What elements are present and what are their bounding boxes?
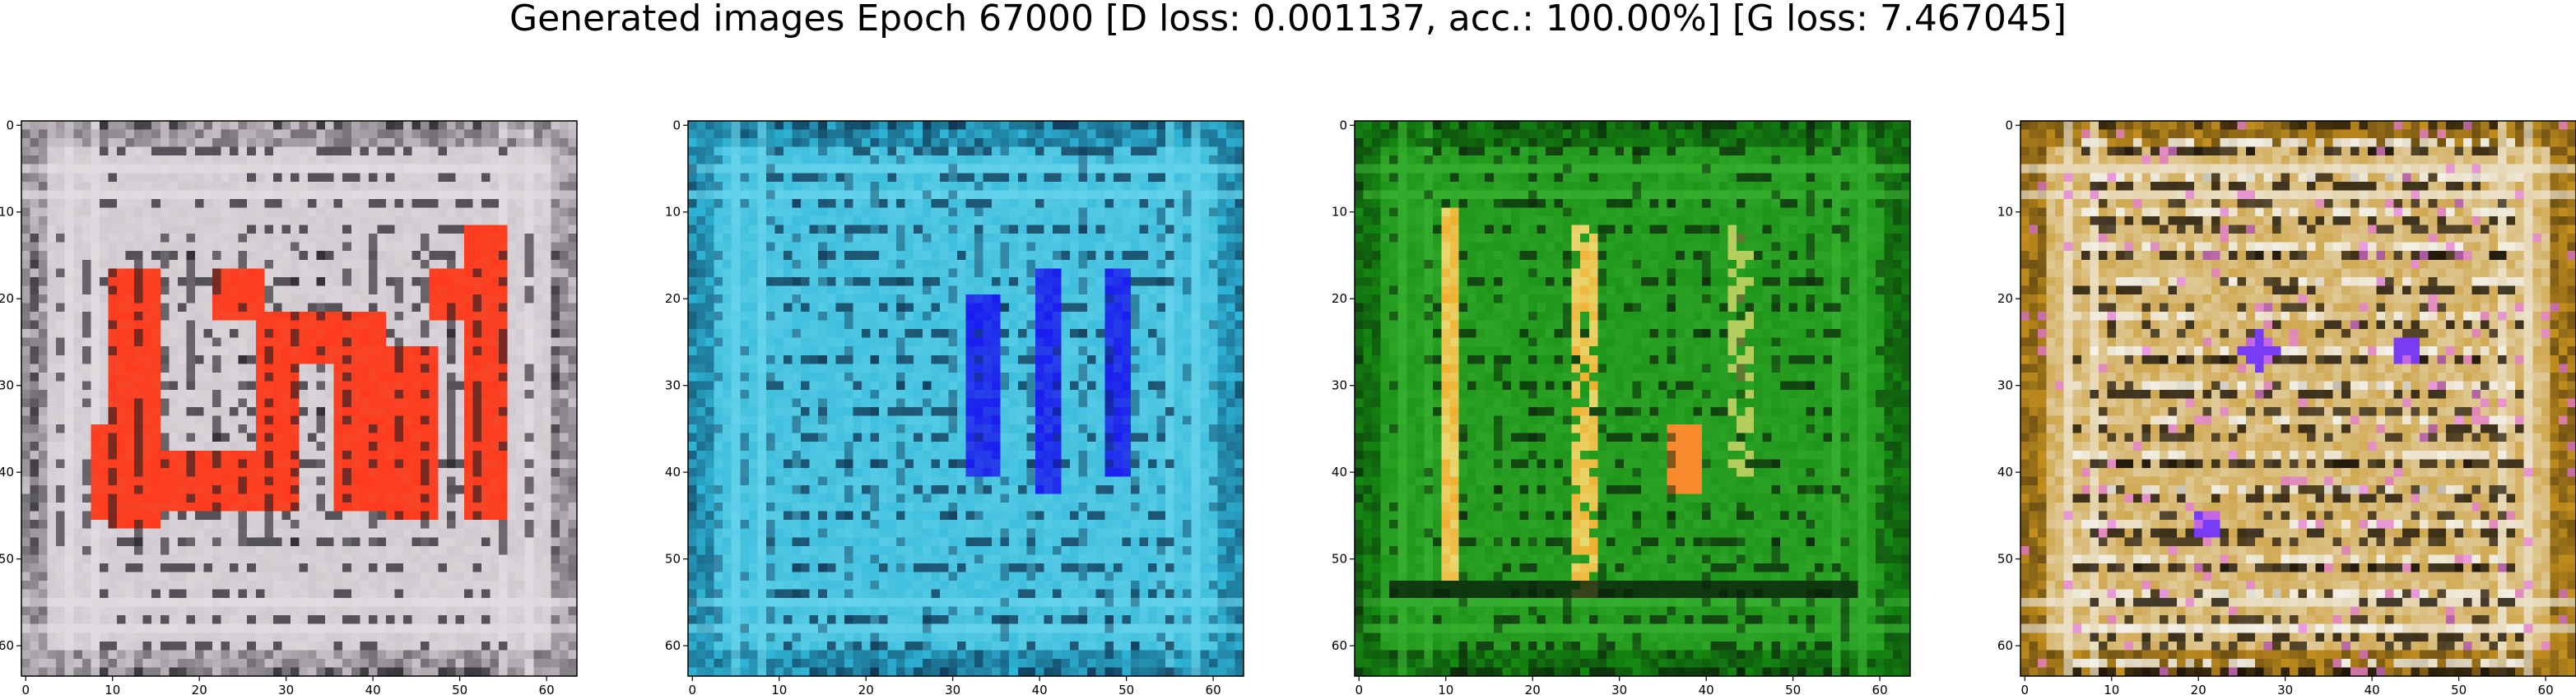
x-tick-label: 30	[1611, 683, 1627, 695]
x-tick-label: 40	[1699, 683, 1714, 695]
y-tick-label: 10	[665, 205, 681, 220]
y-tick-label: 0	[2005, 118, 2013, 132]
y-tick-label: 30	[0, 378, 14, 393]
y-tick-label: 10	[1332, 205, 1347, 220]
y-tick-label: 30	[665, 378, 681, 393]
x-tick-label: 60	[539, 683, 555, 695]
y-tick-label: 20	[665, 291, 681, 306]
y-tick-label: 50	[0, 552, 14, 567]
x-tick-label: 60	[1872, 683, 1888, 695]
subplot-2: 0 10 20 30 40 50 60 0 10 20 30 40 50 60	[665, 118, 1244, 695]
generated-image	[2020, 121, 2576, 676]
y-tick-label: 60	[1332, 638, 1347, 653]
y-tick-label: 20	[1997, 291, 2013, 306]
x-tick-label: 10	[1438, 683, 1453, 695]
y-tick-label: 40	[665, 465, 681, 480]
axes: 0 10 20 30 40 50 60 0 10 20 30 40 50 60	[0, 118, 578, 695]
figure-title: Generated images Epoch 67000 [D loss: 0.…	[509, 0, 2067, 39]
y-tick-label: 60	[0, 638, 14, 653]
x-tick-label: 30	[945, 683, 960, 695]
y-tick-label: 30	[1332, 378, 1347, 393]
x-tick-label: 20	[1525, 683, 1541, 695]
y-tick-label: 10	[0, 205, 14, 220]
x-tick-label: 20	[2191, 683, 2206, 695]
x-tick-label: 0	[2021, 683, 2030, 695]
y-tick-label: 50	[1332, 552, 1347, 567]
axes: 0 10 20 30 40 50 60 0 10 20 30 40 50 60	[1997, 118, 2576, 695]
subplot-4: 0 10 20 30 40 50 60 0 10 20 30 40 50 60	[1997, 118, 2576, 695]
axes-frame	[2020, 120, 2576, 677]
x-tick-label: 30	[278, 683, 294, 695]
y-tick-label: 10	[1997, 205, 2013, 220]
x-tick-label: 40	[2364, 683, 2380, 695]
axes-frame	[687, 120, 1244, 677]
x-tick-label: 0	[22, 683, 30, 695]
y-tick-label: 0	[672, 118, 681, 132]
x-tick-label: 50	[1118, 683, 1134, 695]
axes-frame	[21, 120, 578, 677]
y-tick-label: 40	[0, 465, 14, 480]
x-tick-label: 60	[1206, 683, 1221, 695]
subplot-1: 0 10 20 30 40 50 60 0 10 20 30 40 50 60	[0, 118, 578, 695]
x-tick-label: 10	[105, 683, 120, 695]
y-tick-label: 20	[0, 291, 14, 306]
x-tick-label: 40	[365, 683, 381, 695]
subplot-3: 0 10 20 30 40 50 60 0 10 20 30 40 50 60	[1332, 118, 1911, 695]
y-tick-label: 60	[1997, 638, 2013, 653]
y-tick-label: 50	[1997, 552, 2013, 567]
x-tick-label: 50	[2451, 683, 2467, 695]
x-tick-label: 60	[2538, 683, 2554, 695]
axes-frame	[1354, 120, 1911, 677]
y-tick-label: 40	[1332, 465, 1347, 480]
x-tick-label: 40	[1032, 683, 1048, 695]
y-tick-label: 30	[1997, 378, 2013, 393]
y-tick-label: 40	[1997, 465, 2013, 480]
x-tick-label: 20	[192, 683, 207, 695]
x-tick-label: 0	[689, 683, 697, 695]
axes: 0 10 20 30 40 50 60 0 10 20 30 40 50 60	[1332, 118, 1911, 695]
x-tick-label: 50	[1785, 683, 1801, 695]
generated-image	[1355, 121, 1910, 676]
y-tick-label: 0	[1339, 118, 1347, 132]
x-tick-label: 10	[2104, 683, 2119, 695]
generated-image	[21, 121, 577, 676]
x-tick-label: 0	[1355, 683, 1364, 695]
x-tick-label: 20	[858, 683, 874, 695]
y-tick-label: 20	[1332, 291, 1347, 306]
x-tick-label: 30	[2277, 683, 2293, 695]
x-tick-label: 50	[452, 683, 467, 695]
generated-image	[688, 121, 1244, 676]
y-tick-label: 0	[6, 118, 14, 132]
y-tick-label: 60	[665, 638, 681, 653]
y-tick-label: 50	[665, 552, 681, 567]
axes: 0 10 20 30 40 50 60 0 10 20 30 40 50 60	[665, 118, 1244, 695]
x-tick-label: 10	[771, 683, 787, 695]
